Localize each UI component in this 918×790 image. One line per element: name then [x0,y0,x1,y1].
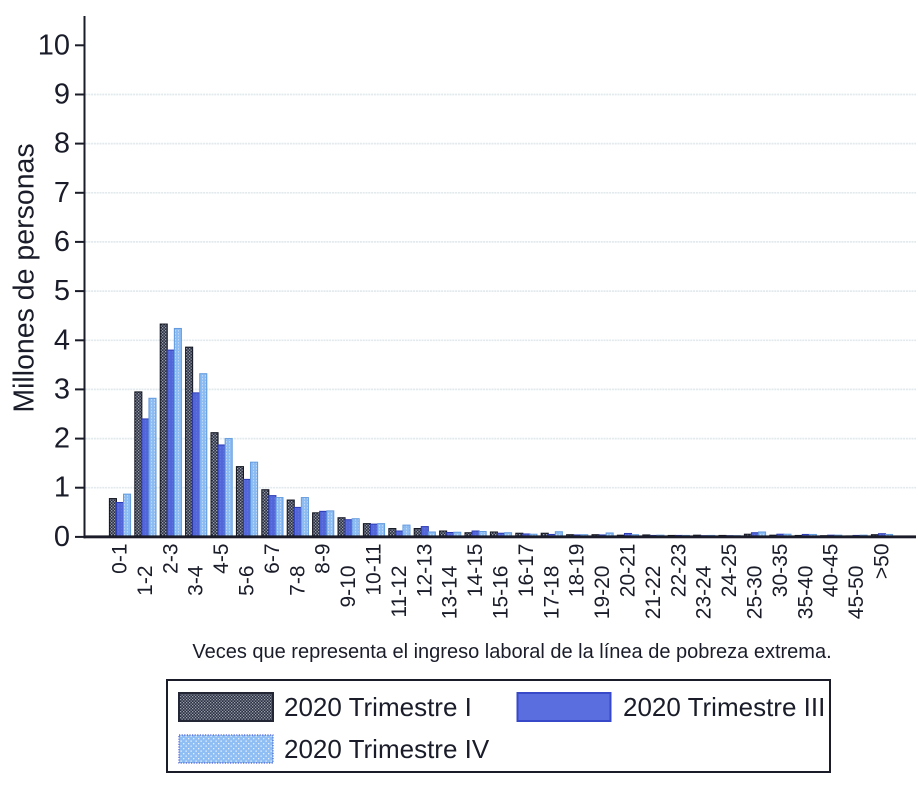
svg-text:2: 2 [54,423,70,455]
svg-text:20-21: 20-21 [617,544,640,598]
svg-text:8: 8 [54,128,70,160]
svg-text:3-4: 3-4 [185,565,208,596]
svg-text:40-45: 40-45 [820,544,843,598]
svg-text:2020 Trimestre I: 2020 Trimestre I [284,692,472,722]
svg-text:23-24: 23-24 [693,565,716,619]
svg-text:25-30: 25-30 [744,566,767,620]
svg-text:10: 10 [38,29,70,61]
svg-text:21-22: 21-22 [642,566,665,620]
svg-text:1-2: 1-2 [134,566,157,596]
svg-text:2-3: 2-3 [159,544,182,574]
svg-text:2020 Trimestre III: 2020 Trimestre III [623,692,825,722]
svg-text:7-8: 7-8 [286,566,309,596]
svg-text:Veces que representa el ingres: Veces que representa el ingreso laboral … [192,641,831,663]
svg-text:9: 9 [54,79,70,111]
svg-text:30-35: 30-35 [769,544,792,598]
svg-text:8-9: 8-9 [312,544,335,574]
svg-text:6: 6 [54,226,70,258]
svg-text:19-20: 19-20 [591,566,614,620]
svg-text:4: 4 [54,324,70,356]
svg-text:24-25: 24-25 [718,544,741,598]
svg-text:22-23: 22-23 [667,544,690,598]
svg-text:5: 5 [54,275,70,307]
svg-text:2020 Trimestre IV: 2020 Trimestre IV [284,734,490,764]
svg-text:3: 3 [54,373,70,405]
svg-text:5-6: 5-6 [236,566,259,596]
svg-text:16-17: 16-17 [515,544,538,598]
svg-text:14-15: 14-15 [464,544,487,598]
svg-text:Millones de personas: Millones de personas [9,143,41,412]
svg-text:0-1: 0-1 [109,544,132,574]
svg-text:10-11: 10-11 [363,544,386,596]
svg-text:13-14: 13-14 [439,565,462,619]
svg-text:0: 0 [54,521,70,553]
svg-text:1: 1 [54,472,70,504]
svg-text:45-50: 45-50 [845,566,868,620]
svg-text:17-18: 17-18 [540,566,563,620]
svg-text:9-10: 9-10 [337,566,360,608]
svg-text:35-40: 35-40 [794,566,817,620]
svg-text:7: 7 [54,177,70,209]
svg-text:18-19: 18-19 [566,544,589,598]
svg-text:>50: >50 [871,544,894,580]
svg-text:6-7: 6-7 [261,544,284,574]
svg-text:4-5: 4-5 [210,544,233,574]
svg-text:15-16: 15-16 [490,566,513,620]
svg-text:12-13: 12-13 [413,544,436,598]
svg-text:11-12: 11-12 [388,566,411,618]
